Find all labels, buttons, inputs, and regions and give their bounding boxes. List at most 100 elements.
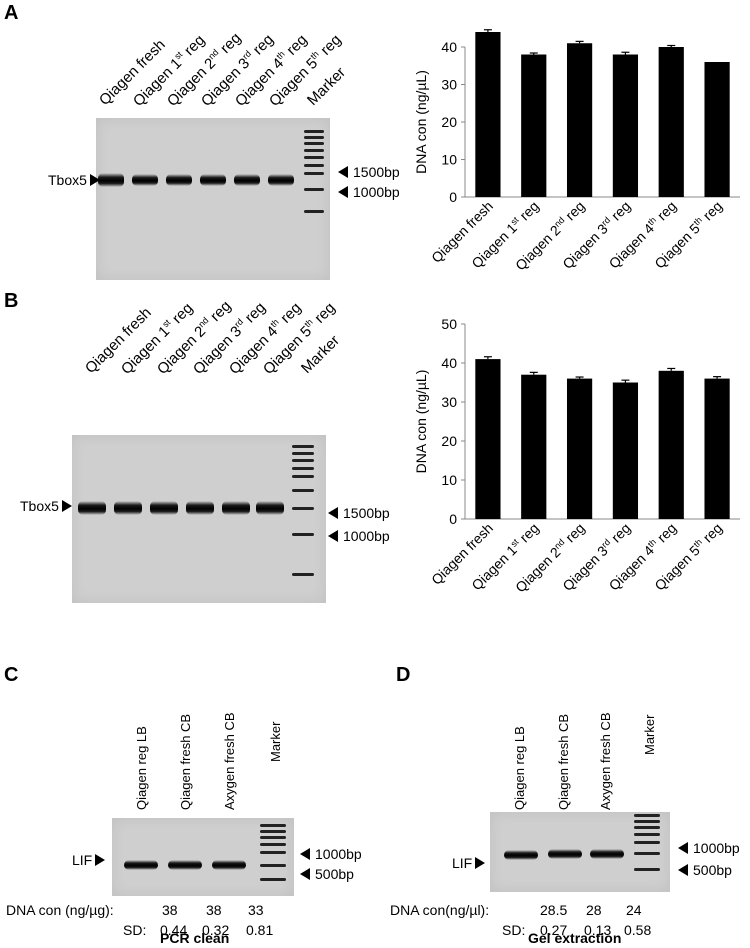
panel-a-marker-1000: 1000bp <box>338 184 400 200</box>
bar <box>612 54 639 197</box>
ladder-band <box>634 814 660 817</box>
y-tick-label: 20 <box>441 114 457 130</box>
gel-band <box>268 174 294 186</box>
bar <box>612 382 639 519</box>
ladder-band <box>260 843 286 846</box>
panel-a-gel-image <box>96 118 330 280</box>
arrow-left-icon <box>300 848 310 860</box>
gel-band <box>78 501 106 515</box>
panel-b-band-label: Tbox5 <box>20 498 72 514</box>
ladder-band <box>292 445 314 448</box>
ladder-band <box>260 864 286 867</box>
bar <box>658 47 684 197</box>
lane-label: Qiagen reg LB <box>512 726 527 810</box>
lane-label: Qiagen fresh CB <box>178 713 193 810</box>
marker-size-label: 1500bp <box>353 164 400 180</box>
conc-value: 38 <box>162 902 178 918</box>
gel-band <box>200 174 226 186</box>
ladder-band <box>304 149 324 152</box>
arrow-left-icon <box>328 507 338 519</box>
y-tick-label: 40 <box>441 39 457 55</box>
y-tick-label: 10 <box>441 152 457 168</box>
ladder-band <box>260 836 286 839</box>
panel-b-label: B <box>4 290 19 312</box>
sd-value: 0.81 <box>246 922 274 938</box>
marker-size-label: 1000bp <box>353 184 400 200</box>
panel-d-label: D <box>396 664 411 686</box>
bar <box>475 359 501 519</box>
panel-d-sd-label: SD: <box>502 922 526 938</box>
arrow-left-icon <box>678 842 688 854</box>
y-tick-label: 50 <box>441 316 457 332</box>
arrow-right-icon <box>475 857 486 869</box>
panel-d-conc-label: DNA con(ng/µl): <box>390 902 490 918</box>
gel-band <box>256 501 284 515</box>
arrow-left-icon <box>328 530 338 542</box>
y-axis-label: DNA con (ng/µL) <box>413 70 429 174</box>
lane-label: Marker <box>642 714 657 755</box>
gel-band <box>166 174 192 186</box>
ladder-band <box>304 188 324 191</box>
bar <box>704 62 730 197</box>
arrow-left-icon <box>338 166 348 178</box>
ladder-band <box>634 852 660 855</box>
lane-label: Axygen fresh CB <box>598 712 613 810</box>
sd-value: 0.44 <box>160 922 188 938</box>
gel-band <box>590 849 624 859</box>
bar <box>566 378 593 519</box>
ladder-band <box>292 467 314 470</box>
band-label-text: Tbox5 <box>48 172 87 188</box>
y-tick-label: 0 <box>449 511 457 527</box>
sd-value: 0.13 <box>584 922 612 938</box>
marker-size-label: 500bp <box>315 866 354 882</box>
ladder-band <box>304 164 324 167</box>
bar <box>521 374 547 519</box>
ladder-band <box>304 130 324 133</box>
arrow-right-icon <box>61 500 72 512</box>
bar <box>566 43 593 197</box>
panel-d-marker-1000: 1000bp <box>678 840 740 856</box>
panel-a-marker-1500: 1500bp <box>338 164 400 180</box>
panel-c-marker-500: 500bp <box>300 866 354 882</box>
gel-band <box>150 501 178 515</box>
ladder-band <box>260 830 286 833</box>
ladder-band <box>304 136 324 139</box>
panel-c-marker-1000: 1000bp <box>300 846 362 862</box>
sd-value: 0.27 <box>540 922 568 938</box>
panel-c-caption: PCR clean <box>160 930 230 946</box>
y-tick-label: 30 <box>441 394 457 410</box>
lane-label: Axygen fresh CB <box>222 712 237 810</box>
y-tick-label: 40 <box>441 355 457 371</box>
ladder-band <box>634 868 660 871</box>
ladder-band <box>634 826 660 829</box>
ladder-band <box>260 878 286 881</box>
y-tick-label: 20 <box>441 433 457 449</box>
marker-size-label: 500bp <box>693 862 732 878</box>
panel-c-conc-label: DNA con (ng/µg): <box>6 902 114 918</box>
ladder-band <box>304 172 324 175</box>
panel-c-band-label: LIF <box>72 852 106 868</box>
panel-d-marker-500: 500bp <box>678 862 732 878</box>
ladder-band <box>292 475 314 478</box>
ladder-band <box>292 489 314 492</box>
bar <box>521 54 547 197</box>
marker-size-label: 1500bp <box>343 505 390 521</box>
arrow-right-icon <box>95 854 106 866</box>
ladder-band <box>292 459 314 462</box>
gel-band <box>548 849 582 859</box>
gel-band <box>212 860 246 870</box>
conc-value: 28.5 <box>540 902 568 918</box>
panel-c-label: C <box>4 664 19 686</box>
panel-b-gel-image <box>72 435 326 603</box>
panel-a-label: A <box>4 2 19 24</box>
y-tick-label: 30 <box>441 77 457 93</box>
lane-label: Marker <box>268 721 283 762</box>
panel-b-marker-1000: 1000bp <box>328 528 390 544</box>
gel-band <box>168 860 202 870</box>
gel-band <box>234 174 260 186</box>
marker-size-label: 1000bp <box>315 846 362 862</box>
panel-d-gel-image <box>490 812 670 892</box>
y-axis-label: DNA con (ng/µL) <box>413 370 429 474</box>
